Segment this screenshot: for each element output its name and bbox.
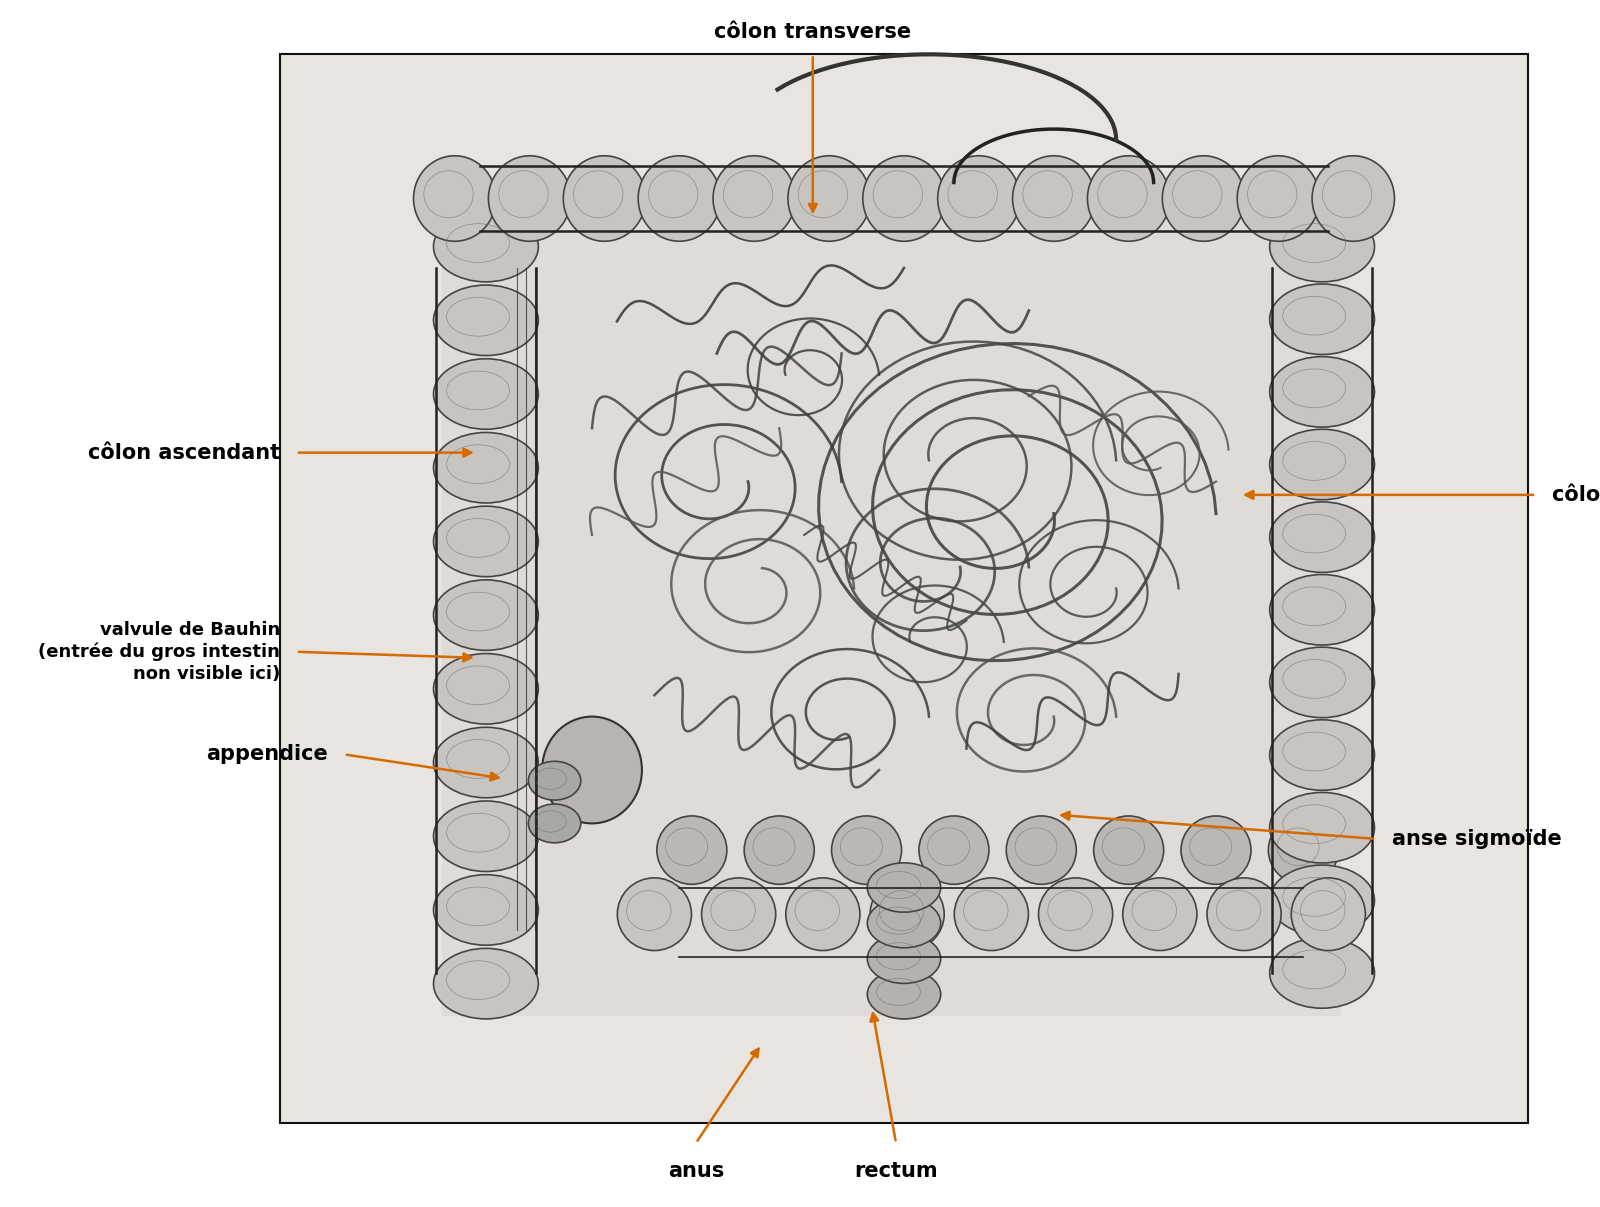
Ellipse shape [1270,938,1374,1008]
Ellipse shape [954,877,1029,951]
Ellipse shape [1237,156,1320,241]
Ellipse shape [870,877,944,951]
Ellipse shape [1006,816,1077,885]
Ellipse shape [1291,877,1365,951]
Ellipse shape [938,156,1021,241]
Ellipse shape [832,816,901,885]
Text: côlon transverse: côlon transverse [714,22,912,42]
Ellipse shape [867,898,941,947]
Ellipse shape [1088,156,1170,241]
Ellipse shape [1270,793,1374,863]
Text: côlon ascendant: côlon ascendant [88,443,280,462]
Ellipse shape [413,156,496,241]
Ellipse shape [1123,877,1197,951]
Ellipse shape [1270,575,1374,645]
Ellipse shape [918,816,989,885]
Ellipse shape [1270,284,1374,355]
Ellipse shape [786,877,859,951]
Ellipse shape [618,877,691,951]
Bar [442,193,1341,1015]
Ellipse shape [1270,502,1374,572]
Ellipse shape [1270,647,1374,718]
Ellipse shape [701,877,776,951]
Ellipse shape [1270,356,1374,427]
Ellipse shape [1094,816,1163,885]
Ellipse shape [434,506,538,577]
Bar [280,54,1528,1123]
Ellipse shape [434,801,538,871]
Ellipse shape [1038,877,1112,951]
Ellipse shape [714,156,795,241]
Text: appendice: appendice [206,745,328,764]
Text: rectum: rectum [854,1161,938,1182]
Ellipse shape [867,934,941,984]
Ellipse shape [862,156,946,241]
Ellipse shape [1270,719,1374,791]
Ellipse shape [528,804,581,842]
Ellipse shape [434,949,538,1019]
Ellipse shape [434,432,538,503]
Ellipse shape [1270,211,1374,282]
Ellipse shape [1312,156,1395,241]
Text: anse sigmoïde: anse sigmoïde [1392,829,1562,849]
Ellipse shape [488,156,571,241]
Ellipse shape [434,728,538,798]
Ellipse shape [434,358,538,430]
Ellipse shape [1270,430,1374,500]
Ellipse shape [1269,816,1338,885]
Ellipse shape [1162,156,1245,241]
Ellipse shape [1206,877,1282,951]
Ellipse shape [1013,156,1094,241]
Ellipse shape [434,285,538,356]
Ellipse shape [1181,816,1251,885]
Ellipse shape [542,717,642,823]
Ellipse shape [528,762,581,800]
Ellipse shape [744,816,814,885]
Ellipse shape [867,863,941,912]
Ellipse shape [658,816,726,885]
Ellipse shape [563,156,646,241]
Ellipse shape [434,653,538,724]
Text: valvule de Bauhin
(entrée du gros intestin
non visible ici): valvule de Bauhin (entrée du gros intest… [38,620,280,683]
Ellipse shape [1270,865,1374,935]
Ellipse shape [434,211,538,282]
Ellipse shape [434,579,538,651]
Text: côlon descendant: côlon descendant [1552,485,1600,505]
Ellipse shape [638,156,720,241]
Ellipse shape [434,875,538,945]
Text: anus: anus [667,1161,725,1182]
Ellipse shape [787,156,870,241]
Ellipse shape [867,969,941,1019]
